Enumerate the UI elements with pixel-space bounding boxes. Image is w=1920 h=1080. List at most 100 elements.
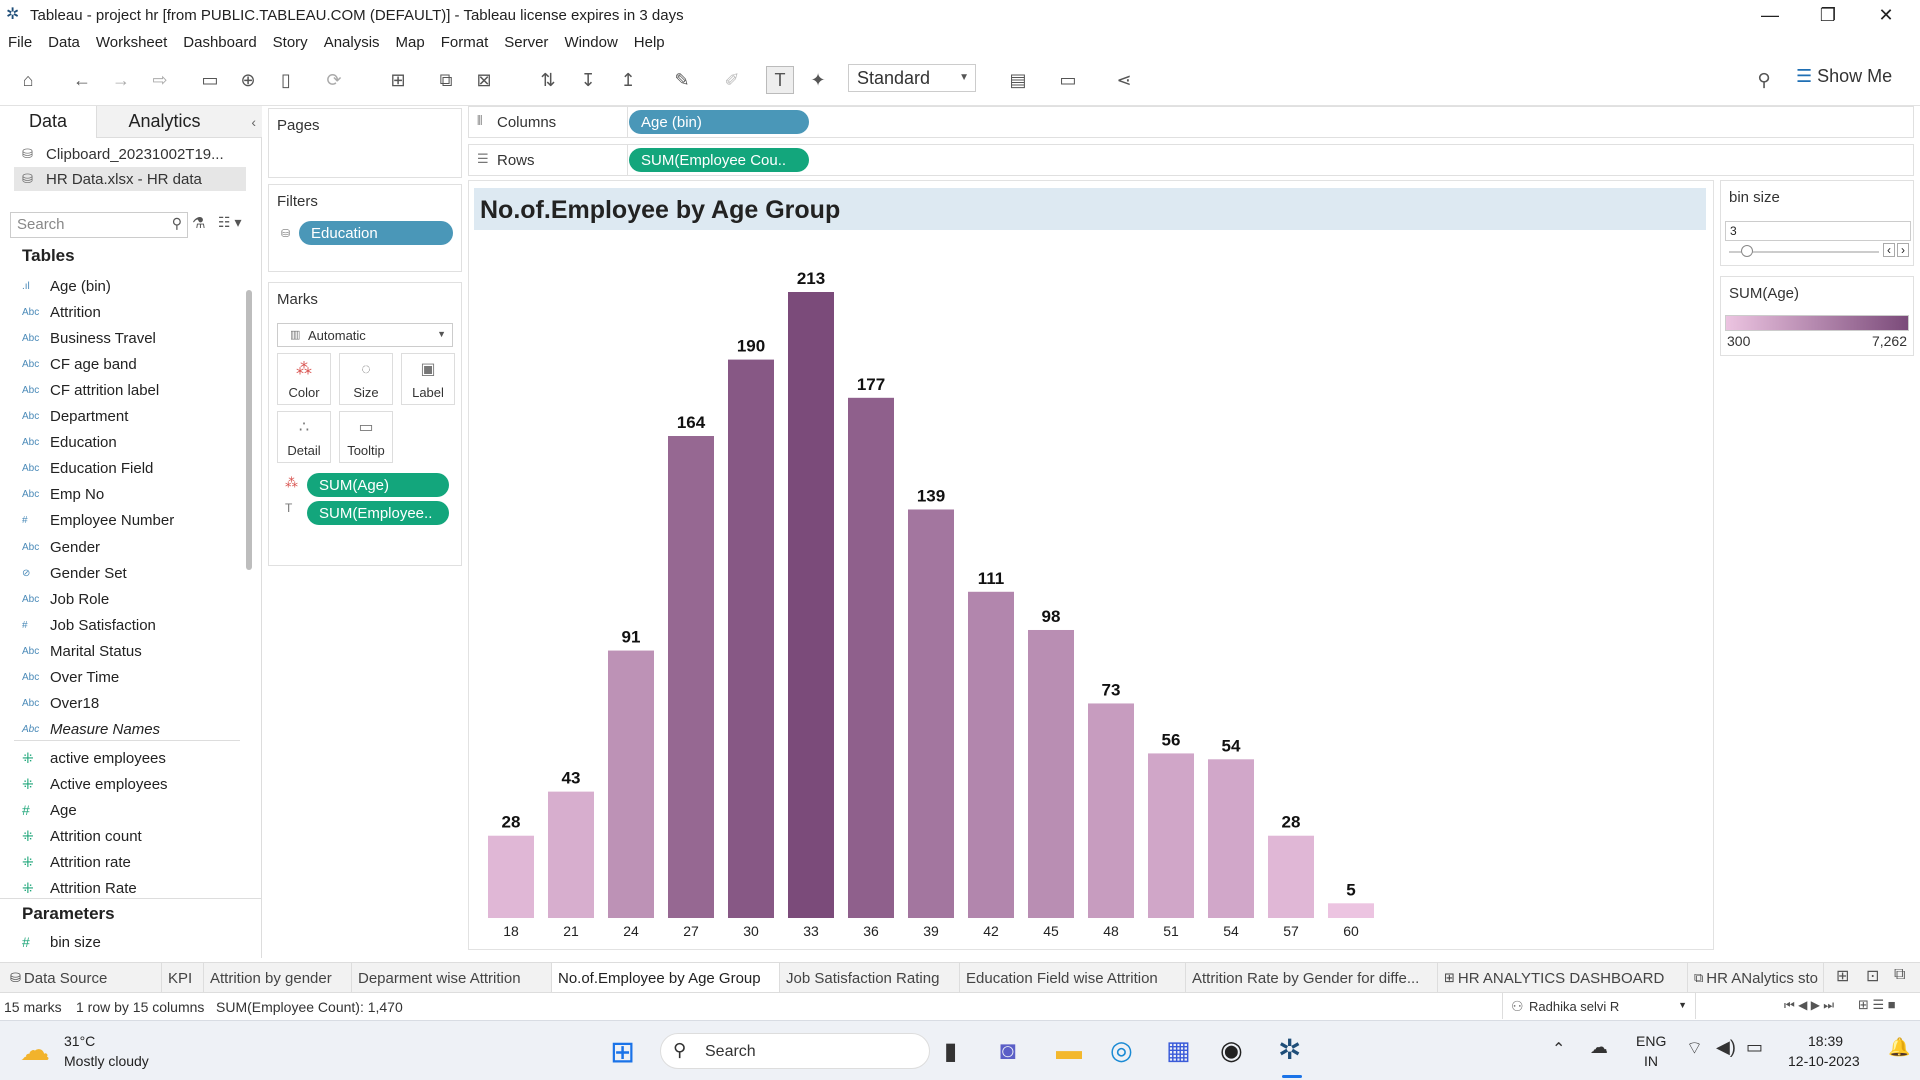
bar[interactable] — [848, 397, 894, 918]
datasource-item[interactable]: ⛁ HR Data.xlsx - HR data — [14, 167, 246, 191]
swap-icon[interactable]: ⇅ — [540, 69, 556, 90]
bar[interactable] — [788, 292, 834, 918]
bin-size-slider-handle[interactable] — [1741, 245, 1753, 257]
menu-item-data[interactable]: Data — [48, 33, 80, 51]
sheet-tab[interactable]: ⊞ HR ANALYTICS DASHBOARD — [1438, 963, 1688, 993]
duplicate-icon[interactable]: ⧉ — [439, 69, 453, 90]
restore-icon[interactable]: ❐ — [1819, 4, 1837, 25]
mark-type-dropdown[interactable]: ▥ Automatic ▼ — [277, 323, 453, 347]
store-icon[interactable]: ▦ — [1166, 1035, 1191, 1065]
bin-size-slider-track[interactable] — [1729, 251, 1879, 253]
field-age[interactable]: # Age — [22, 798, 242, 822]
bar[interactable] — [908, 509, 954, 918]
bar[interactable] — [1208, 759, 1254, 918]
refresh-icon[interactable]: ⟳ — [326, 69, 342, 90]
notification-bell-icon[interactable]: 🔔 — [1888, 1037, 1911, 1057]
field-attrition-rate[interactable]: ⁜ Attrition Rate — [22, 876, 242, 900]
field-gender-set[interactable]: ⊘ Gender Set — [22, 561, 242, 585]
sheet-tab[interactable]: KPI — [162, 963, 204, 993]
filter-icon[interactable]: ⚗ — [192, 215, 206, 232]
minimize-icon[interactable]: — — [1761, 4, 1779, 25]
tab-analytics[interactable]: Analytics ‹ — [96, 106, 262, 138]
file-explorer-icon[interactable]: ▬ — [1056, 1035, 1082, 1065]
cloud-sync-icon[interactable]: ☁ — [1590, 1037, 1608, 1057]
tooltip-button[interactable]: ▭ Tooltip — [339, 411, 393, 463]
collapse-pane-icon[interactable]: ‹ — [251, 113, 256, 130]
bar[interactable] — [1028, 629, 1074, 918]
field-measure-names[interactable]: Abc Measure Names — [22, 718, 242, 742]
user-menu[interactable]: ⚇ Radhika selvi R ▼ — [1502, 993, 1696, 1019]
field-over-time[interactable]: Abc Over Time — [22, 666, 242, 690]
volume-icon[interactable]: ◀) — [1716, 1037, 1736, 1057]
field-cf-attrition-label[interactable]: Abc CF attrition label — [22, 378, 242, 402]
highlight-icon[interactable]: ✎ — [674, 69, 690, 90]
field-education[interactable]: Abc Education — [22, 431, 242, 455]
bar[interactable] — [608, 650, 654, 918]
label-button[interactable]: ▣ Label — [401, 353, 455, 405]
menu-item-dashboard[interactable]: Dashboard — [183, 33, 257, 51]
field-job-satisfaction[interactable]: # Job Satisfaction — [22, 613, 242, 637]
dell-icon[interactable]: ◉ — [1220, 1035, 1243, 1065]
save-icon[interactable]: ▭ — [201, 69, 219, 90]
menu-item-worksheet[interactable]: Worksheet — [95, 33, 168, 51]
bar[interactable] — [668, 436, 714, 918]
fix-axes-icon[interactable]: ✦ — [810, 69, 826, 90]
windows-start-icon[interactable]: ⊞ — [610, 1036, 636, 1069]
bar[interactable] — [728, 359, 774, 918]
sheet-tab[interactable]: Deparment wise Attrition — [352, 963, 552, 993]
filter-pill-education[interactable]: Education — [299, 221, 453, 245]
columns-pill-age-bin[interactable]: Age (bin) — [629, 110, 809, 134]
show-labels-icon[interactable]: T — [766, 66, 794, 94]
rows-pill-employee-count[interactable]: SUM(Employee Cou.. — [629, 148, 809, 172]
field-over18[interactable]: Abc Over18 — [22, 692, 242, 716]
chevron-right-icon[interactable]: › — [1897, 243, 1909, 257]
task-view-icon[interactable]: ▮ — [944, 1038, 958, 1065]
sheet-tab[interactable]: Job Satisfaction Rating — [780, 963, 960, 993]
field-marital-status[interactable]: Abc Marital Status — [22, 639, 242, 663]
field-employee-number[interactable]: # Employee Number — [22, 509, 242, 533]
redo-icon[interactable]: → — [112, 69, 130, 90]
parameter-bin-size[interactable]: # bin size — [22, 930, 242, 954]
field-emp-no[interactable]: Abc Emp No — [22, 483, 242, 507]
sheet-tab[interactable]: ⧉ HR ANalytics sto — [1688, 963, 1824, 993]
field-education-field[interactable]: Abc Education Field — [22, 457, 242, 481]
sort-ascending-icon[interactable]: ↧ — [580, 69, 596, 90]
sort-descending-icon[interactable]: ↥ — [620, 69, 636, 90]
marks-pill-sum-age[interactable]: SUM(Age) — [307, 473, 449, 497]
language-region[interactable]: IN — [1644, 1053, 1658, 1069]
share-icon[interactable]: ⋖ — [1116, 69, 1132, 90]
sheet-tab[interactable]: ⛁ Data Source — [4, 963, 162, 993]
undo-icon[interactable]: ← — [73, 69, 91, 90]
field-attrition-rate[interactable]: ⁜ Attrition rate — [22, 850, 242, 874]
show-cards-icon[interactable]: ▤ — [1009, 69, 1027, 90]
datasource-item[interactable]: ⛁ Clipboard_20231002T19... — [14, 142, 246, 166]
bar[interactable] — [1268, 835, 1314, 918]
bar[interactable] — [968, 591, 1014, 918]
marks-pill-sum-employee[interactable]: SUM(Employee.. — [307, 501, 449, 525]
color-button[interactable]: ⁂ Color — [277, 353, 331, 405]
new-worksheet-icon[interactable]: ⊞ — [390, 69, 406, 90]
clear-sheet-icon[interactable]: ⊠ — [476, 69, 492, 90]
show-me-button[interactable]: ☰ Show Me — [1796, 66, 1892, 87]
chevron-up-icon[interactable]: ⌃ — [1552, 1041, 1566, 1058]
sheet-tab[interactable]: Attrition Rate by Gender for diffe... — [1186, 963, 1438, 993]
field-gender[interactable]: Abc Gender — [22, 535, 242, 559]
tooltip-icon[interactable]: ⚲ — [1757, 69, 1771, 90]
battery-icon[interactable]: ▭ — [1746, 1037, 1764, 1057]
scrollbar[interactable] — [246, 290, 252, 570]
menu-item-format[interactable]: Format — [440, 33, 489, 51]
teams-icon[interactable]: ◙ — [1000, 1035, 1016, 1065]
bin-size-input[interactable]: 3 — [1725, 221, 1911, 241]
filters-shelf[interactable]: Filters ⛁ Education — [268, 184, 462, 272]
new-worksheet-tab-icon[interactable]: ⊡ — [1866, 968, 1880, 985]
edge-icon[interactable]: ◎ — [1110, 1035, 1133, 1065]
tableau-taskbar-icon[interactable]: ✲ — [1278, 1034, 1302, 1065]
bar[interactable] — [1088, 703, 1134, 918]
bar[interactable] — [548, 791, 594, 918]
menu-item-help[interactable]: Help — [633, 33, 665, 51]
tab-data[interactable]: Data — [0, 106, 96, 138]
group-icon[interactable]: ✐ — [724, 69, 740, 90]
wifi-icon[interactable]: ⌔ — [1686, 1038, 1703, 1058]
field-search-input[interactable]: Search ⚲ — [10, 212, 188, 238]
presentation-icon[interactable]: ▭ — [1059, 69, 1077, 90]
